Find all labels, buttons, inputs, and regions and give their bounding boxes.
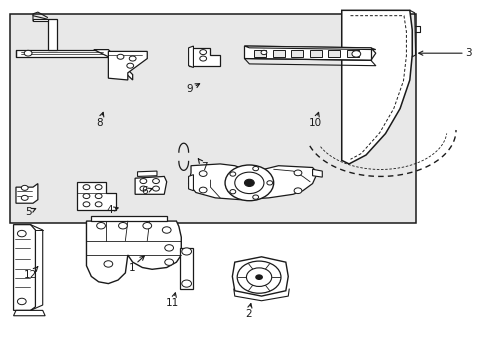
- Polygon shape: [108, 51, 147, 80]
- Circle shape: [95, 202, 102, 207]
- Polygon shape: [309, 50, 321, 58]
- Circle shape: [293, 170, 301, 176]
- Circle shape: [117, 54, 123, 59]
- Circle shape: [252, 166, 258, 171]
- Circle shape: [246, 268, 271, 287]
- Circle shape: [126, 63, 133, 68]
- Text: 6: 6: [141, 186, 152, 197]
- Polygon shape: [312, 169, 322, 177]
- Circle shape: [229, 189, 235, 194]
- Circle shape: [199, 187, 206, 193]
- Polygon shape: [77, 182, 116, 210]
- Polygon shape: [188, 46, 193, 67]
- Polygon shape: [91, 216, 166, 221]
- Text: 10: 10: [308, 112, 321, 128]
- Circle shape: [129, 56, 136, 61]
- Polygon shape: [244, 46, 375, 60]
- Polygon shape: [188, 175, 193, 191]
- Polygon shape: [290, 50, 303, 58]
- Circle shape: [182, 280, 191, 287]
- Polygon shape: [341, 10, 411, 164]
- Circle shape: [229, 172, 235, 176]
- Circle shape: [255, 274, 263, 280]
- Polygon shape: [180, 248, 193, 289]
- Text: 4: 4: [106, 205, 118, 215]
- Circle shape: [200, 50, 206, 55]
- Circle shape: [140, 186, 146, 191]
- Text: 11: 11: [165, 293, 179, 308]
- Circle shape: [18, 298, 26, 305]
- Polygon shape: [135, 176, 166, 194]
- Polygon shape: [94, 50, 132, 80]
- Circle shape: [293, 188, 301, 194]
- Text: 9: 9: [186, 84, 199, 94]
- Circle shape: [83, 185, 90, 190]
- Circle shape: [104, 261, 113, 267]
- Circle shape: [164, 245, 173, 251]
- Circle shape: [83, 202, 90, 207]
- Circle shape: [24, 50, 32, 56]
- Bar: [10, 14, 415, 223]
- Circle shape: [162, 227, 171, 233]
- Circle shape: [142, 222, 151, 229]
- Text: 12: 12: [24, 267, 38, 280]
- Polygon shape: [232, 257, 287, 296]
- Polygon shape: [137, 171, 157, 176]
- Circle shape: [244, 179, 254, 186]
- Polygon shape: [272, 50, 285, 58]
- Circle shape: [351, 51, 360, 57]
- Text: 3: 3: [418, 48, 470, 58]
- Text: 8: 8: [96, 112, 103, 128]
- Polygon shape: [16, 184, 38, 203]
- Polygon shape: [16, 50, 108, 57]
- Circle shape: [152, 179, 159, 184]
- Circle shape: [237, 261, 281, 293]
- Polygon shape: [86, 221, 181, 284]
- Circle shape: [118, 222, 127, 229]
- Text: 2: 2: [244, 303, 251, 319]
- Circle shape: [261, 50, 266, 55]
- Circle shape: [200, 56, 206, 61]
- Circle shape: [95, 185, 102, 190]
- Polygon shape: [33, 19, 47, 21]
- Polygon shape: [14, 225, 35, 310]
- Circle shape: [152, 186, 159, 191]
- Circle shape: [140, 179, 146, 184]
- Circle shape: [252, 195, 258, 199]
- Circle shape: [266, 181, 272, 185]
- Circle shape: [97, 222, 105, 229]
- Polygon shape: [47, 19, 57, 50]
- Circle shape: [182, 248, 191, 255]
- Circle shape: [21, 185, 28, 190]
- Polygon shape: [244, 46, 375, 50]
- Circle shape: [224, 165, 273, 201]
- Circle shape: [95, 194, 102, 199]
- Polygon shape: [327, 50, 340, 58]
- Circle shape: [83, 194, 90, 199]
- Polygon shape: [254, 50, 266, 58]
- Circle shape: [234, 172, 264, 194]
- Polygon shape: [346, 50, 358, 58]
- Circle shape: [199, 171, 206, 176]
- Circle shape: [18, 230, 26, 237]
- Text: 7: 7: [198, 159, 207, 172]
- Polygon shape: [14, 310, 45, 316]
- Circle shape: [21, 195, 28, 201]
- Text: 1: 1: [128, 256, 144, 273]
- Circle shape: [164, 259, 173, 265]
- Polygon shape: [188, 48, 220, 66]
- Text: 5: 5: [25, 207, 36, 217]
- Polygon shape: [188, 164, 317, 200]
